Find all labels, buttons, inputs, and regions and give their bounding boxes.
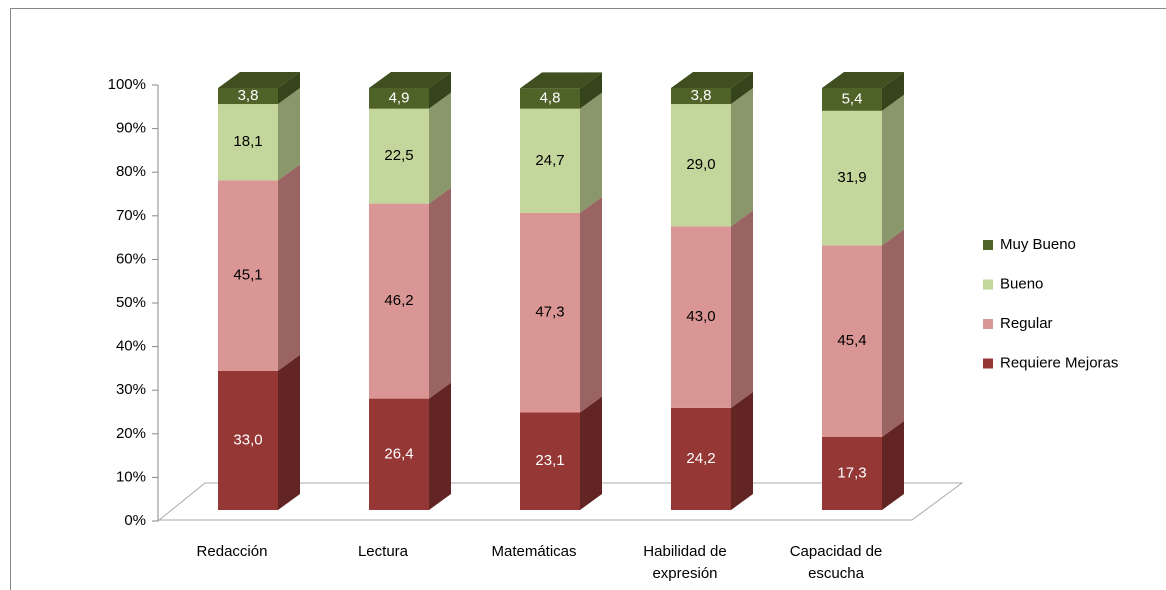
x-tick-label: Redacción [196,543,268,560]
bar-side [882,229,904,437]
bar [369,203,429,399]
floor [157,482,964,522]
bar-side [731,210,753,408]
bar-side [882,420,904,510]
data-label: 24,2 [686,450,715,467]
bar-side [429,382,451,510]
bar [218,104,278,181]
y-tick-label: 100% [108,76,146,93]
bar-top [520,72,602,89]
data-label: 47,3 [535,304,564,321]
x-tick-label: Capacidad de escucha [789,543,883,582]
bar [369,398,429,510]
data-label: 3,8 [238,87,259,104]
legend-swatch [983,279,993,290]
bar [218,180,278,371]
bar-side [580,396,602,510]
bar-side [580,196,602,413]
bar-side [429,92,451,204]
data-label: 26,4 [384,445,413,462]
x-tick-label: Matemáticas [491,543,577,560]
data-label: 45,4 [837,332,866,349]
bar [822,436,882,510]
y-tick-label: 50% [116,294,146,311]
bar-top [218,72,300,88]
bar-side [429,72,451,109]
data-label: 4,9 [389,89,410,106]
bar [218,370,278,510]
bar-top [369,72,451,88]
bar-side [278,354,300,510]
legend-swatch [983,319,993,329]
y-tick-label: 10% [116,468,146,485]
bar-side [731,88,753,227]
y-tick-label: 90% [116,120,146,137]
bar [520,108,580,213]
bar-side [882,72,904,111]
bar [671,407,731,510]
bar [369,108,429,204]
y-tick-label: 0% [124,512,146,529]
data-label: 22,5 [384,147,413,164]
bar [218,88,278,105]
data-label: 46,2 [384,292,413,309]
bar [822,88,882,111]
data-label: 45,1 [233,267,262,284]
bar-side [278,88,300,181]
bar [520,212,580,413]
x-tick-label: Habilidad de expresión [643,543,727,582]
bar-side [731,391,753,510]
bar [671,88,731,105]
bar [369,88,429,109]
legend-swatch [983,240,993,250]
bar-side [278,72,300,105]
y-tick-label: 20% [116,425,146,442]
bar [520,88,580,109]
y-tick-label: 80% [116,163,146,180]
data-label: 33,0 [233,431,262,448]
y-tick-label: 40% [116,338,146,355]
data-label: 3,8 [691,87,712,104]
bar-side [882,94,904,246]
bar-side [429,187,451,399]
y-tick-label: 70% [116,207,146,224]
bar [520,412,580,510]
data-label: 23,1 [535,452,564,469]
data-label: 24,7 [535,152,564,169]
bar-top [671,72,753,88]
data-label: 43,0 [686,308,715,325]
legend-label: Muy Bueno [1000,236,1076,253]
x-tick-label: Lectura [357,543,409,560]
bar [671,104,731,227]
legend-label: Requiere Mejoras [1000,354,1118,371]
bar [822,245,882,437]
chart-border [10,8,1166,590]
data-label: 17,3 [837,464,866,481]
bar-top [822,72,904,88]
y-tick-label: 60% [116,250,146,267]
bar-side [731,72,753,105]
bar-side [580,72,602,109]
data-label: 18,1 [233,133,262,150]
data-label: 29,0 [686,156,715,173]
legend-label: Regular [1000,315,1053,332]
legend-label: Bueno [1000,275,1043,292]
legend-swatch [983,358,993,369]
data-label: 5,4 [842,90,863,107]
y-tick-label: 30% [116,381,146,398]
bar-side [580,92,602,213]
bar [671,226,731,408]
bar [822,110,882,246]
data-label: 31,9 [837,169,866,186]
bar-side [278,164,300,371]
data-label: 4,8 [540,90,561,107]
